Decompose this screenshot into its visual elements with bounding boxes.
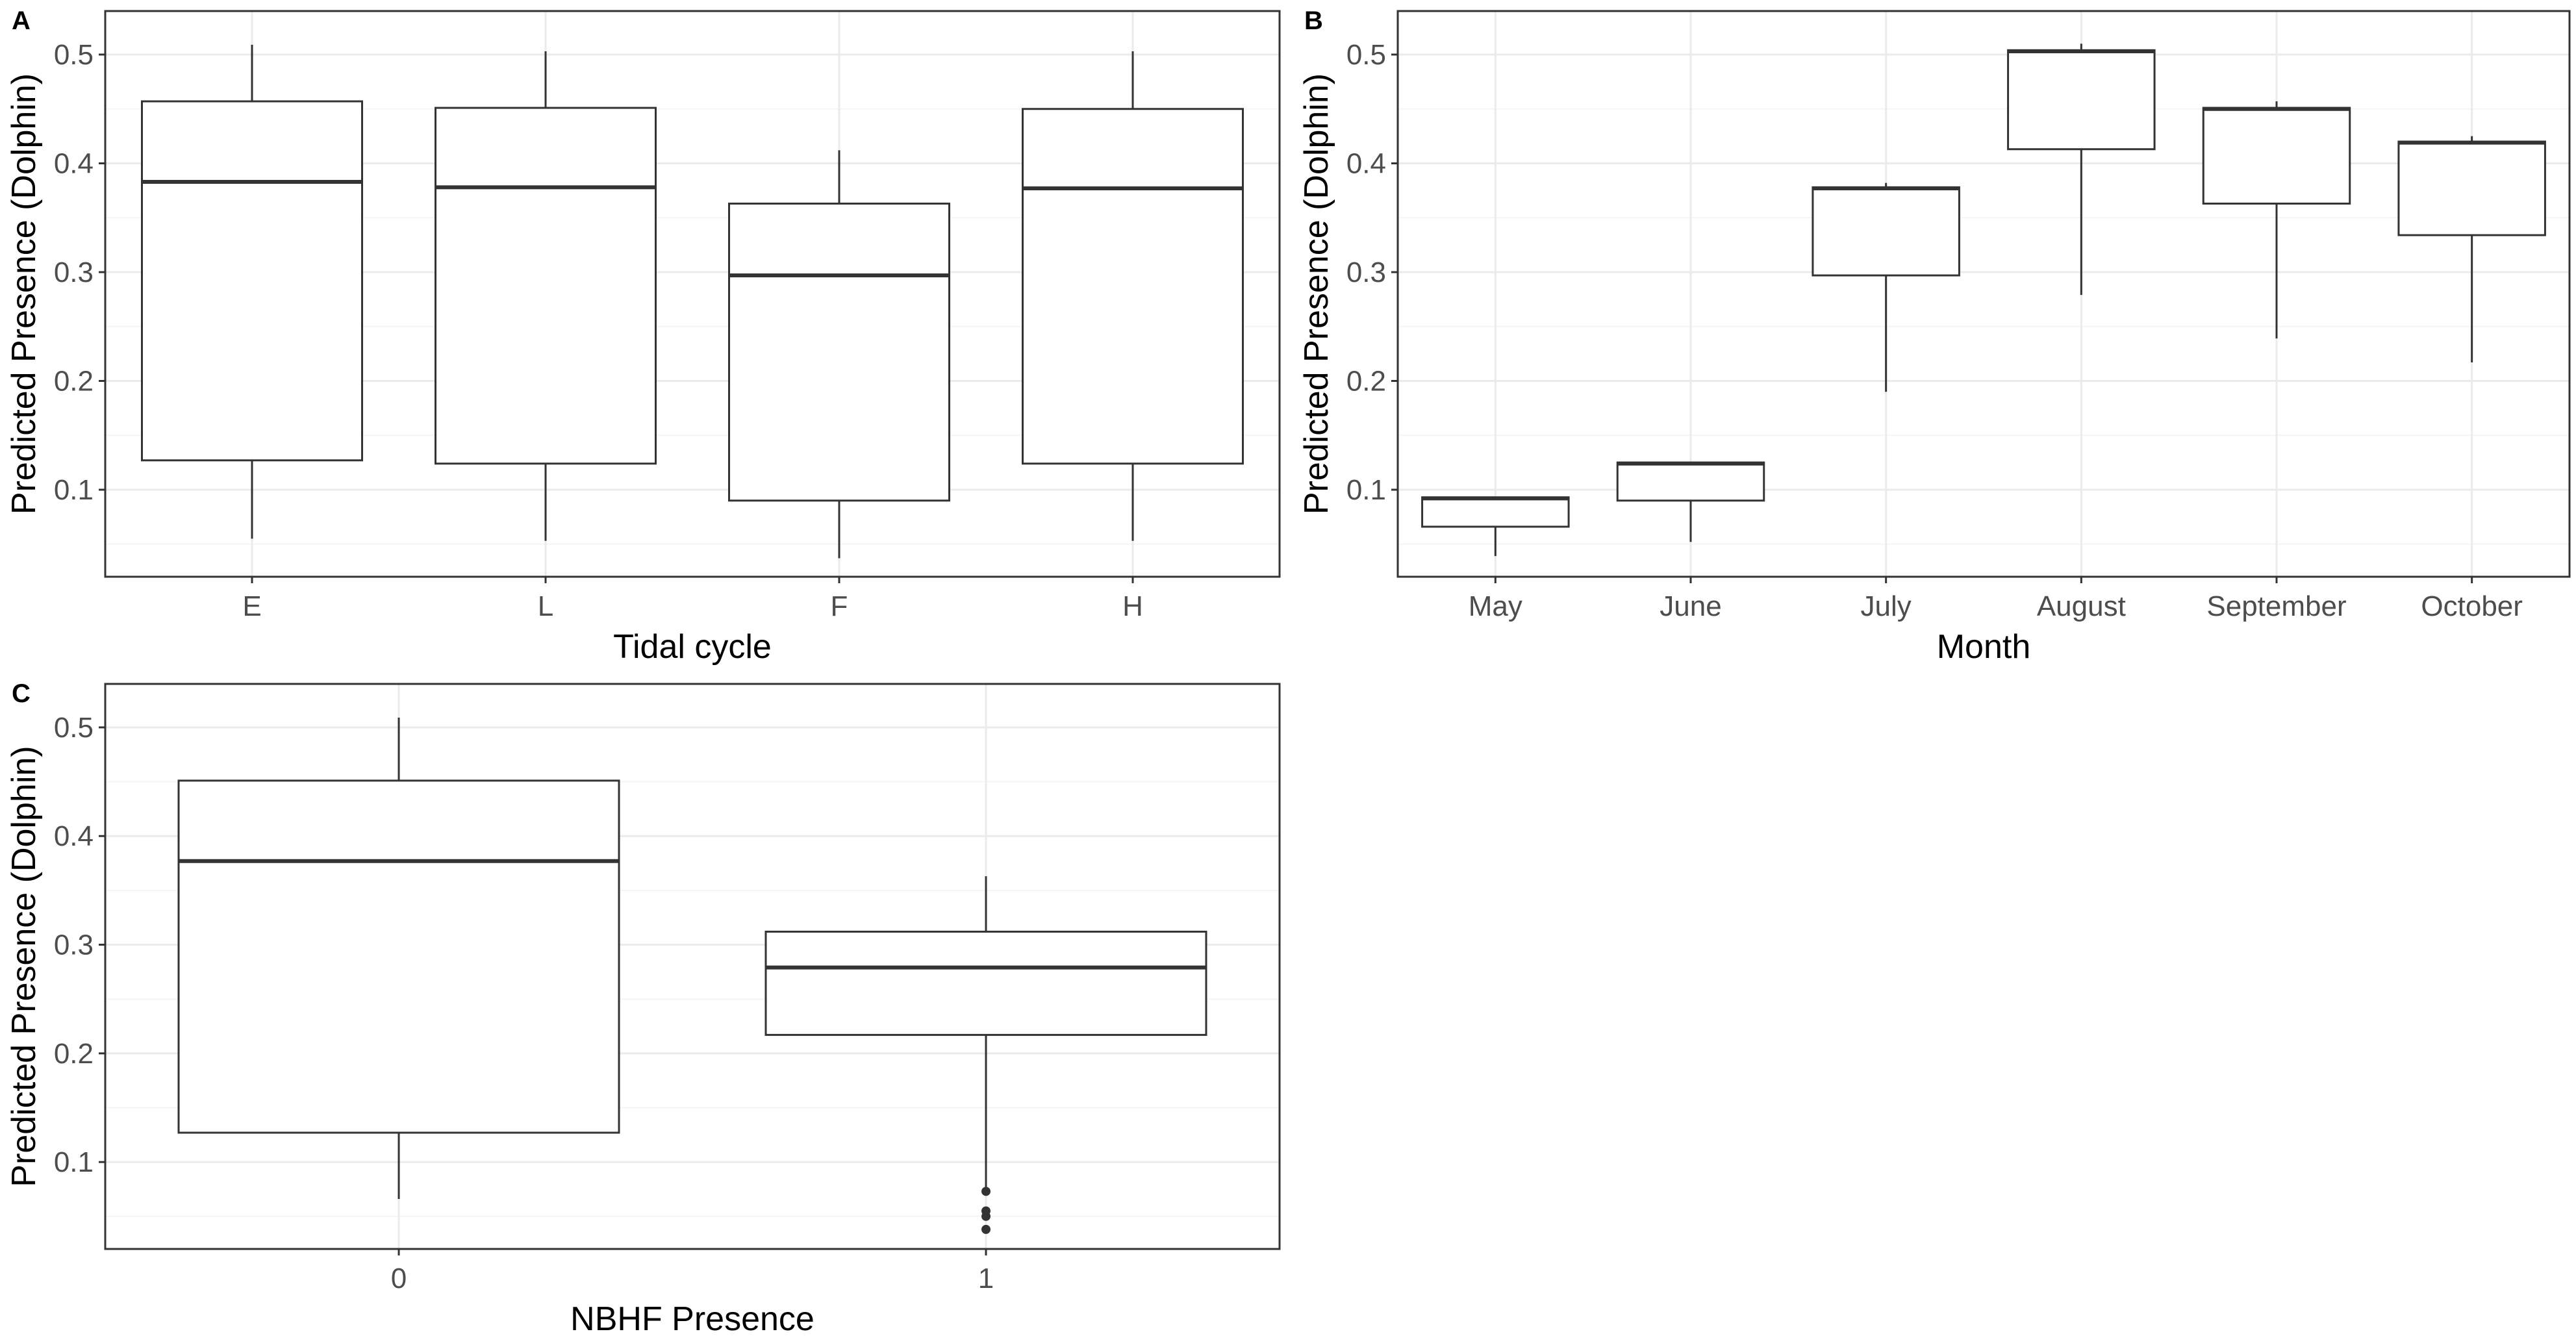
y-axis-title: Predicted Presence (Dolphin) — [1298, 73, 1335, 514]
x-tick-label: 0 — [391, 1263, 407, 1294]
box-L — [435, 107, 657, 465]
x-tick-label: September — [2206, 590, 2346, 622]
y-tick-label: 0.5 — [54, 712, 94, 744]
y-tick-label: 0.1 — [54, 1146, 94, 1178]
panel-a: 0.1 0.2 0.3 0.4 0.5 E L F H Tidal cycle Predicted … — [5, 6, 1281, 666]
box-August — [2007, 49, 2156, 151]
box-F — [728, 202, 950, 502]
panel-label: A — [12, 6, 31, 35]
x-tick-label: H — [1122, 590, 1143, 622]
x-tick-label: L — [538, 590, 553, 622]
x-tick-label: F — [831, 590, 848, 622]
box-July — [1812, 186, 1960, 277]
x-tick-label: October — [2421, 590, 2523, 622]
y-tick-label: 0.5 — [54, 39, 94, 71]
y-tick-label: 0.4 — [54, 148, 94, 180]
y-tick-label: 0.1 — [1346, 474, 1386, 506]
panel-c: 0.1 0.2 0.3 0.4 0.5 0 1 NBHF Presence Predicted … — [5, 679, 1281, 1336]
x-tick-label: June — [1660, 590, 1721, 622]
panel-b: 0.1 0.2 0.3 0.4 0.5 May June July August Septembe… — [1298, 6, 2571, 666]
y-tick-label: 0.5 — [1346, 39, 1386, 71]
box-0 — [177, 779, 620, 1134]
y-axis-title: Predicted Presence (Dolphin) — [5, 746, 43, 1187]
y-tick-label: 0.4 — [54, 820, 94, 852]
x-tick-label: May — [1469, 590, 1522, 622]
x-axis-title: Month — [1937, 628, 2031, 666]
box-E — [141, 100, 363, 462]
outlier-point — [981, 1187, 991, 1196]
box-October — [2397, 140, 2546, 236]
y-tick-label: 0.2 — [1346, 366, 1386, 397]
box-H — [1022, 108, 1244, 465]
panel-label: B — [1304, 6, 1323, 35]
x-axis-title: Tidal cycle — [613, 628, 772, 666]
box-May — [1421, 496, 1570, 528]
y-tick-label: 0.3 — [54, 257, 94, 288]
box-September — [2202, 107, 2351, 205]
panel-border — [104, 10, 1281, 578]
x-axis-title: NBHF Presence — [570, 1300, 814, 1336]
box-1 — [764, 930, 1207, 1036]
outlier-point — [981, 1224, 991, 1234]
y-tick-label: 0.2 — [54, 366, 94, 397]
y-tick-label: 0.3 — [54, 929, 94, 961]
box-June — [1616, 461, 1765, 502]
x-tick-label: August — [2037, 590, 2126, 622]
panel-label: C — [12, 679, 31, 708]
x-tick-label: 1 — [978, 1263, 994, 1294]
x-tick-label: E — [242, 590, 261, 622]
y-tick-label: 0.1 — [54, 474, 94, 506]
panel-border — [1396, 10, 2571, 578]
y-tick-label: 0.2 — [54, 1038, 94, 1070]
outlier-point — [981, 1211, 991, 1221]
x-tick-label: July — [1861, 590, 1912, 622]
panel-border — [104, 683, 1281, 1250]
y-tick-label: 0.3 — [1346, 257, 1386, 288]
y-tick-label: 0.4 — [1346, 148, 1386, 180]
y-axis-title: Predicted Presence (Dolphin) — [5, 73, 43, 514]
